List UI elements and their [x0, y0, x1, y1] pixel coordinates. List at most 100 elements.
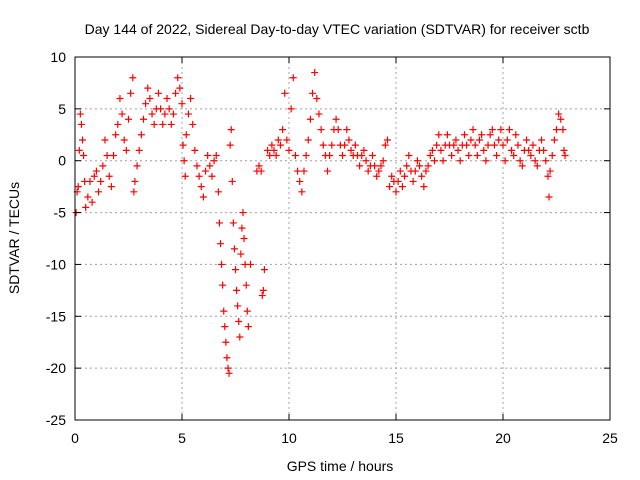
data-point [416, 162, 424, 170]
data-point [264, 146, 272, 154]
data-point [195, 172, 203, 180]
data-point [220, 307, 228, 315]
x-tick-label: 10 [281, 430, 297, 446]
data-point [225, 369, 233, 377]
data-point [244, 323, 252, 331]
data-point [433, 141, 441, 149]
data-point [193, 162, 201, 170]
data-point [505, 126, 513, 134]
data-point [125, 115, 132, 123]
data-point [396, 167, 404, 175]
data-point [157, 105, 165, 113]
data-point [343, 126, 351, 134]
data-point [311, 69, 319, 77]
data-point [150, 120, 158, 128]
data-point [178, 100, 186, 108]
data-point [215, 219, 223, 227]
data-point [257, 167, 265, 175]
x-tick-label: 20 [495, 430, 511, 446]
data-point [127, 89, 135, 97]
y-tick-label: -20 [46, 360, 66, 376]
data-point [120, 136, 128, 144]
data-point [379, 157, 387, 165]
data-point [326, 152, 334, 160]
y-tick-label: 0 [58, 153, 66, 169]
data-point [304, 136, 312, 144]
y-tick-label: -25 [46, 412, 66, 428]
data-point [197, 183, 205, 191]
data-point [84, 193, 92, 201]
data-point [480, 146, 488, 154]
data-point [229, 219, 237, 227]
data-point [315, 110, 323, 118]
data-point [373, 172, 381, 180]
data-point [548, 152, 556, 160]
data-point [76, 110, 84, 118]
data-point [356, 162, 364, 170]
data-point [86, 177, 94, 185]
data-point [208, 172, 216, 180]
data-point [204, 152, 212, 160]
data-point [553, 126, 560, 134]
data-point [300, 167, 308, 175]
data-point [514, 141, 522, 149]
data-point [503, 136, 511, 144]
data-point [426, 152, 434, 160]
data-point [545, 193, 553, 201]
data-point [276, 141, 284, 149]
data-point [360, 146, 368, 154]
data-point [189, 120, 197, 128]
data-point [540, 146, 548, 154]
data-point [291, 152, 299, 160]
data-point [99, 162, 107, 170]
data-point [362, 157, 370, 165]
y-tick-label: -5 [54, 205, 67, 221]
data-point [259, 286, 267, 294]
data-point [424, 162, 432, 170]
data-point [411, 167, 419, 175]
data-point [339, 152, 346, 160]
data-point [525, 146, 533, 154]
data-point [371, 162, 379, 170]
data-point [199, 193, 207, 201]
data-point [296, 177, 304, 185]
data-point [306, 115, 314, 123]
data-point [223, 354, 231, 362]
data-point [475, 136, 483, 144]
data-point [184, 110, 192, 118]
data-point [228, 177, 236, 185]
data-point [358, 152, 366, 160]
data-point [428, 146, 436, 154]
data-point [174, 74, 182, 82]
data-point [347, 146, 355, 154]
data-point [237, 250, 245, 258]
data-point [176, 84, 184, 92]
data-point [493, 152, 501, 160]
data-point [546, 167, 554, 175]
data-point [544, 172, 552, 180]
data-point [80, 152, 88, 160]
data-point [484, 141, 492, 149]
data-point [285, 146, 293, 154]
data-point [431, 157, 439, 165]
data-point [443, 131, 451, 139]
data-point [172, 89, 180, 97]
data-point [401, 172, 409, 180]
data-point [167, 120, 175, 128]
data-point [488, 126, 496, 134]
data-point [179, 141, 187, 149]
data-point [516, 157, 524, 165]
data-point [559, 126, 567, 134]
y-tick-label: 5 [58, 101, 66, 117]
data-point [122, 146, 130, 154]
data-point [542, 157, 550, 165]
data-point [452, 136, 460, 144]
data-point [403, 162, 411, 170]
data-point [497, 126, 505, 134]
data-point [375, 167, 383, 175]
data-point [219, 281, 227, 289]
data-point [226, 141, 234, 149]
data-point [274, 136, 282, 144]
data-point [486, 131, 494, 139]
data-point [148, 110, 156, 118]
